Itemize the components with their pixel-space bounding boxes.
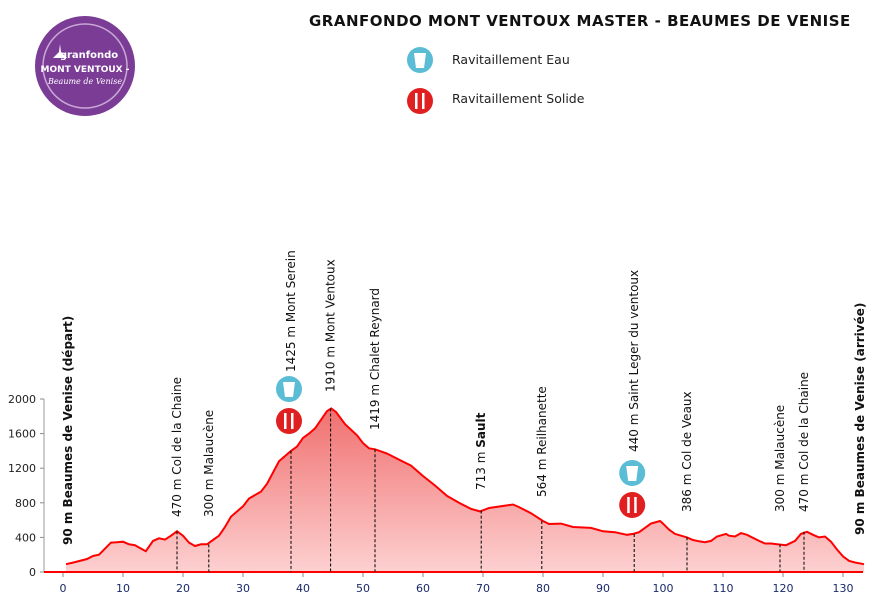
svg-text:MONT VENTOUX -: MONT VENTOUX -: [41, 65, 130, 75]
water-cup-icon: [407, 47, 433, 73]
fork-knife-icon: [407, 88, 433, 114]
waypoint-label: 1419 m Chalet Reynard: [368, 288, 382, 430]
legend-water: Ravitaillement Eau: [452, 52, 570, 67]
waypoint-label: 713 m Sault: [474, 412, 488, 490]
x-tick-label: 70: [476, 582, 490, 595]
x-tick-label: 110: [713, 582, 734, 595]
waypoint-label: 1910 m Mont Ventoux: [324, 259, 338, 392]
svg-text:Beaume de Venise: Beaume de Venise: [47, 77, 122, 86]
x-tick-label: 120: [773, 582, 794, 595]
y-tick-label: 0: [29, 566, 36, 579]
waypoint-label: 470 m Col de la Chaine: [170, 377, 184, 517]
fork-knife-icon: [619, 492, 646, 518]
y-tick-label: 400: [15, 531, 36, 544]
water-cup-icon: [276, 376, 302, 402]
x-tick-label: 60: [416, 582, 430, 595]
elevation-area: [66, 408, 864, 572]
x-tick-label: 100: [653, 582, 674, 595]
waypoint-label: 300 m Malaucène: [773, 405, 787, 512]
elevation-line: [65, 407, 865, 566]
waypoint-label: 1425 m Mont Serein: [284, 250, 298, 372]
x-tick-label: 40: [296, 582, 310, 595]
y-tick-label: 1200: [8, 462, 36, 475]
legend-food: Ravitaillement Solide: [452, 91, 585, 106]
x-tick-label: 20: [176, 582, 190, 595]
x-tick-label: 130: [833, 582, 854, 595]
waypoint-label: 440 m Saint Leger du ventoux: [627, 270, 641, 452]
waypoint-label: 386 m Col de Veaux: [680, 391, 694, 512]
x-tick-label: 0: [60, 582, 67, 595]
y-tick-label: 2000: [8, 393, 36, 406]
chart-title: GRANFONDO MONT VENTOUX MASTER - BEAUMES …: [309, 12, 851, 30]
waypoint-label: 300 m Malaucène: [202, 410, 216, 517]
waypoint-label: 470 m Col de la Chaine: [797, 372, 811, 512]
y-tick-label: 800: [15, 497, 36, 510]
waypoint-label: 90 m Beaumes de Venise (départ): [61, 316, 75, 545]
y-tick-label: 1600: [8, 428, 36, 441]
water-cup-icon: [619, 460, 646, 486]
x-tick-label: 80: [536, 582, 550, 595]
x-tick-label: 50: [356, 582, 370, 595]
x-tick-label: 10: [116, 582, 130, 595]
x-tick-label: 30: [236, 582, 250, 595]
fork-knife-icon: [276, 408, 302, 434]
waypoint-label: 564 m Reilhanette: [535, 386, 549, 497]
waypoint-label: 90 m Beaumes de Venise (arrivée): [853, 303, 867, 535]
x-tick-label: 90: [596, 582, 610, 595]
granfondo-logo: granfondo MONT VENTOUX - Beaume de Venis…: [35, 16, 135, 116]
svg-text:granfondo: granfondo: [60, 50, 118, 61]
